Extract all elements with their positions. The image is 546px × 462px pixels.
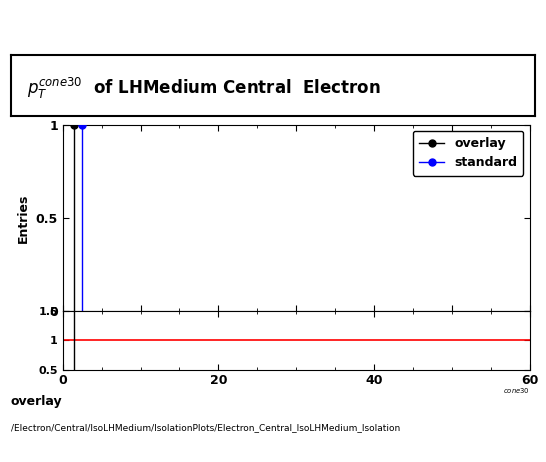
Text: $_{cone30}$: $_{cone30}$ bbox=[503, 386, 530, 396]
Legend: overlay, standard: overlay, standard bbox=[413, 131, 524, 176]
Text: $p_T^{cone30}$  of LHMedium Central  Electron: $p_T^{cone30}$ of LHMedium Central Elect… bbox=[27, 76, 381, 101]
Text: /Electron/Central/IsoLHMedium/IsolationPlots/Electron_Central_IsoLHMedium_Isolat: /Electron/Central/IsoLHMedium/IsolationP… bbox=[11, 423, 400, 432]
Text: overlay: overlay bbox=[11, 395, 63, 408]
Y-axis label: Entries: Entries bbox=[17, 193, 30, 243]
